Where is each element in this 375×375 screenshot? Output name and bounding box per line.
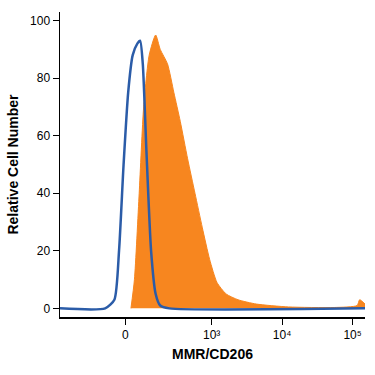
svg-text:60: 60 [37,129,51,143]
svg-text:0: 0 [43,302,50,316]
svg-text:40: 40 [37,186,51,200]
svg-text:0: 0 [122,328,129,342]
svg-text:MMR/CD206: MMR/CD206 [172,346,253,362]
svg-text:10⁴: 10⁴ [273,328,292,342]
svg-text:10³: 10³ [203,328,220,342]
svg-text:20: 20 [37,244,51,258]
svg-text:10⁵: 10⁵ [343,328,361,342]
svg-text:Relative Cell Number: Relative Cell Number [5,94,21,235]
svg-text:100: 100 [30,14,50,28]
svg-text:80: 80 [37,71,51,85]
